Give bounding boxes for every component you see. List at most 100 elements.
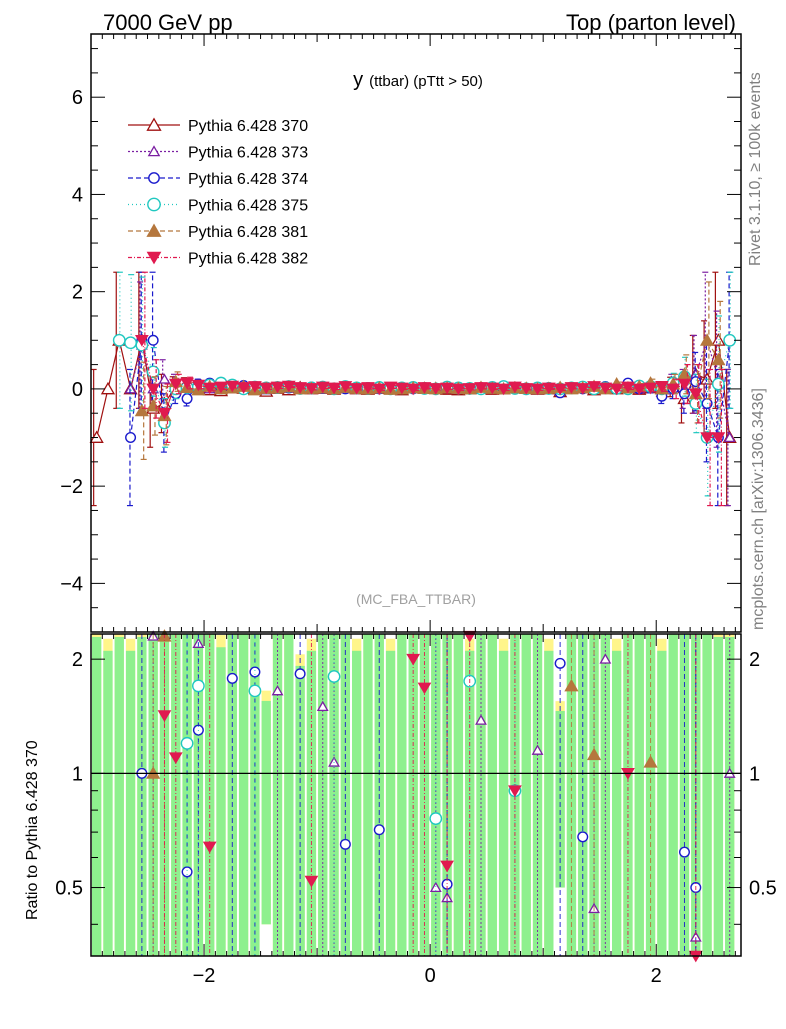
ratio-band-green — [114, 636, 124, 956]
legend: Pythia 6.428 370 Pythia 6.428 373 Pythia 6… — [128, 117, 308, 268]
ratio-point — [429, 812, 443, 825]
legend-entry: Pythia 6.428 374 — [128, 171, 308, 188]
ratio-point — [678, 846, 690, 858]
ratio-band-green — [657, 650, 667, 956]
ratio-band-green — [238, 634, 249, 956]
data-point — [134, 334, 149, 347]
header-right-label: Top (parton level) — [566, 10, 736, 35]
x-tick-label: −2 — [193, 965, 216, 987]
ratio-band-green — [284, 634, 294, 956]
ratio-point — [406, 653, 421, 666]
data-point — [541, 382, 556, 395]
data-point — [259, 382, 274, 395]
y-tick-label: 6 — [72, 87, 83, 109]
ratio-point — [373, 824, 385, 836]
ratio-band-green — [103, 650, 113, 956]
ratio-point — [429, 881, 442, 893]
data-point — [428, 383, 443, 395]
ratio-band-green — [385, 650, 396, 956]
data-point — [338, 381, 353, 393]
series-6 — [134, 271, 726, 507]
data-point — [632, 383, 647, 396]
data-point — [496, 383, 511, 396]
legend-entry: Pythia 6.428 370 — [128, 117, 308, 135]
legend-marker — [147, 197, 161, 212]
ratio-band-green — [465, 650, 475, 956]
legend-label: Pythia 6.428 374 — [188, 171, 308, 188]
data-point — [553, 383, 568, 396]
ratio-band-green — [623, 634, 633, 956]
legend-label: Pythia 6.428 381 — [188, 224, 308, 241]
data-point — [564, 382, 579, 394]
ratio-band-green — [713, 636, 724, 956]
ratio-band-green — [668, 634, 678, 956]
ratio-series-group — [136, 629, 736, 963]
ratio-band-green — [125, 650, 136, 956]
ratio-point — [475, 714, 487, 725]
ratio-band-green — [702, 634, 712, 956]
ratio-point — [599, 653, 612, 664]
ratio-band-green — [555, 711, 565, 888]
ratio-band-green — [419, 634, 430, 956]
ratio-y-tick-label-right: 2 — [749, 649, 760, 671]
ratio-y-tick-label: 1 — [72, 763, 83, 785]
ratio-band-green — [453, 634, 464, 956]
data-point — [406, 383, 421, 396]
data-point — [451, 383, 466, 396]
data-point — [462, 383, 477, 395]
ratio-band-green — [397, 634, 407, 956]
data-point — [711, 352, 726, 366]
data-point — [723, 333, 737, 347]
data-point — [349, 383, 364, 395]
ratio-point — [157, 710, 172, 722]
data-point — [440, 382, 454, 395]
data-point — [711, 432, 726, 444]
legend-marker — [147, 145, 161, 157]
data-point — [677, 378, 692, 391]
data-point — [519, 383, 534, 395]
data-point — [125, 432, 137, 444]
data-point — [609, 383, 624, 396]
ratio-point — [643, 755, 658, 768]
data-point — [372, 383, 387, 396]
ratio-band-green — [216, 647, 226, 956]
data-point — [134, 403, 149, 417]
analysis-label: (MC_FBA_TTBAR) — [356, 591, 476, 607]
ratio-point — [327, 670, 341, 683]
data-point — [225, 380, 240, 393]
ratio-band-green — [205, 634, 215, 956]
ratio-point — [304, 875, 319, 888]
ratio-y-tick-label: 0.5 — [55, 878, 83, 900]
data-point — [157, 407, 172, 420]
data-point — [158, 373, 171, 384]
ratio-point — [564, 678, 579, 692]
data-point — [587, 381, 601, 393]
ratio-band-green — [306, 650, 317, 956]
x-tick-label: 2 — [651, 965, 662, 987]
data-point — [293, 382, 308, 394]
ratio-band-green — [363, 634, 373, 956]
ratio-y-tick-label-right: 0.5 — [749, 878, 777, 900]
ratio-band-green — [544, 650, 554, 956]
data-point — [530, 383, 545, 396]
data-point — [700, 432, 714, 444]
data-point — [654, 381, 669, 393]
ratio-point — [249, 666, 261, 678]
data-point — [202, 382, 217, 395]
data-point — [598, 382, 613, 395]
ratio-point — [191, 679, 205, 693]
rivet-version-label: Rivet 3.1.10, ≥ 100k events — [747, 72, 764, 266]
data-point — [361, 382, 375, 394]
plot-title-main: y — [353, 69, 363, 91]
x-tick-label: 0 — [425, 965, 436, 987]
data-point — [304, 383, 319, 395]
ratio-band-green — [171, 634, 181, 956]
ratio-point — [202, 841, 217, 854]
ratio-point — [226, 672, 238, 684]
data-point — [124, 336, 137, 350]
data-point — [688, 388, 703, 401]
data-point — [281, 380, 296, 393]
data-point — [124, 383, 137, 394]
ratio-point — [181, 866, 193, 878]
